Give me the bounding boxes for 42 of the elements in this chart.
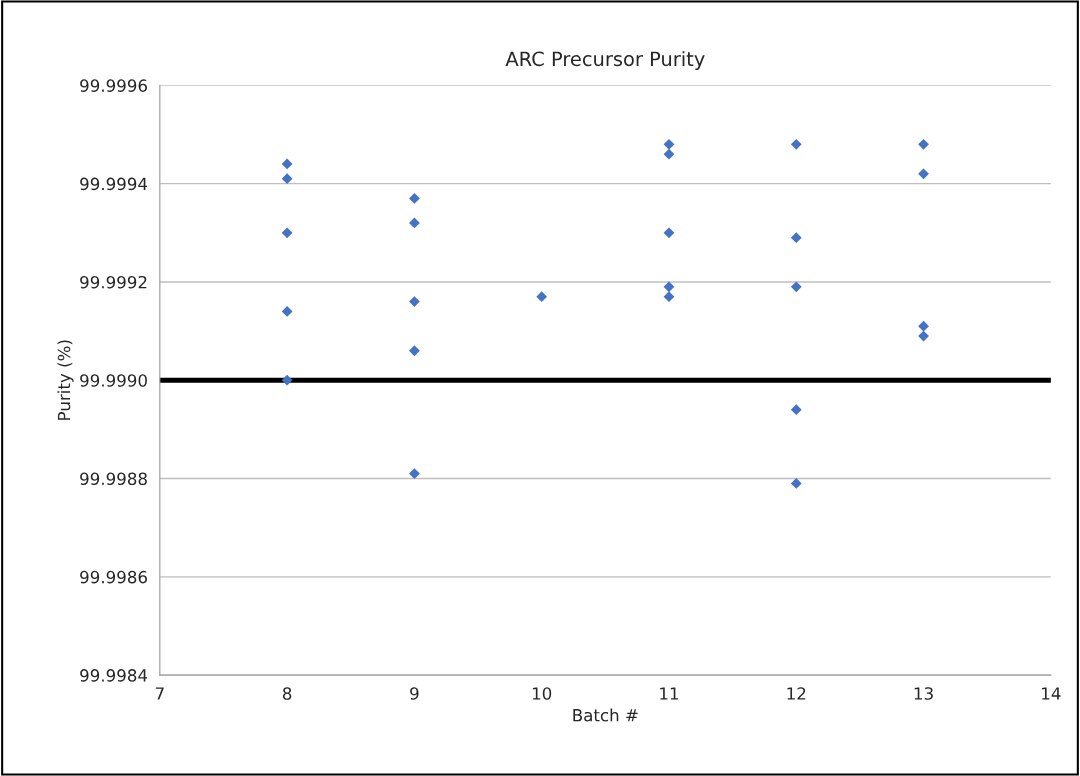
x-tick-label: 8 — [282, 687, 292, 700]
point — [281, 227, 293, 239]
x-tick-label: 7 — [155, 687, 164, 700]
x-tick-label: 14 — [1042, 687, 1061, 700]
x-tick-label: 9 — [410, 687, 419, 700]
point — [790, 232, 802, 244]
y-tick-label: 99.9994 — [80, 177, 148, 191]
point — [409, 296, 420, 307]
point — [790, 404, 802, 416]
point — [663, 148, 675, 160]
point — [281, 374, 293, 386]
point — [281, 158, 293, 170]
y-axis-title: Purity (%) — [57, 340, 74, 420]
y-tick-label: 99.9986 — [80, 570, 147, 584]
x-tick-label: 11 — [660, 687, 679, 700]
point — [409, 217, 420, 229]
point — [663, 227, 675, 239]
point — [918, 168, 929, 180]
point — [790, 478, 802, 489]
point — [663, 291, 675, 303]
point — [409, 468, 420, 479]
y-tick-label: 99.9984 — [80, 669, 148, 682]
point — [663, 138, 675, 150]
point — [536, 291, 548, 303]
point — [918, 138, 929, 150]
x-axis-title: Batch # — [573, 708, 638, 722]
y-tick-label: 99.9990 — [80, 374, 147, 387]
point — [790, 138, 802, 150]
point — [409, 193, 420, 204]
x-tick-label: 10 — [532, 687, 552, 700]
point — [409, 345, 420, 357]
y-tick-label: 99.9992 — [80, 275, 147, 289]
point — [663, 281, 675, 293]
x-tick-label: 12 — [787, 687, 806, 700]
y-tick-label: 99.9996 — [80, 79, 147, 92]
point — [281, 173, 293, 185]
point — [918, 320, 929, 332]
x-tick-label: 13 — [914, 687, 933, 700]
point — [790, 281, 802, 293]
point — [281, 306, 293, 317]
y-tick-label: 99.9988 — [80, 472, 147, 486]
chart-title: ARC Precursor Purity — [505, 51, 705, 70]
